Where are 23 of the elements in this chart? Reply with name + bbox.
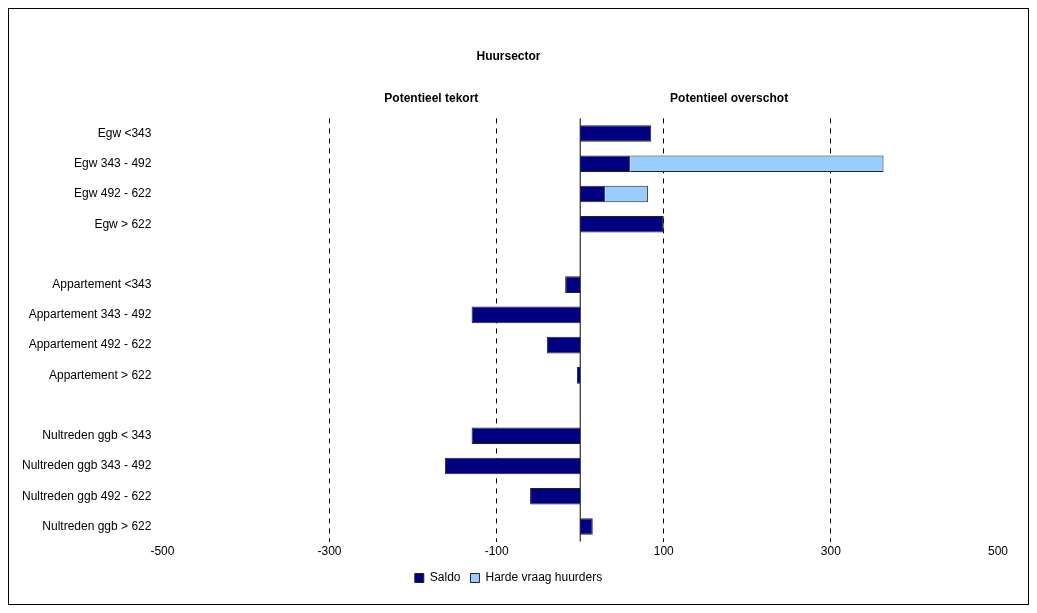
x-tick-label: 300 bbox=[820, 544, 842, 559]
legend-label: Harde vraag huurders bbox=[485, 570, 603, 585]
y-tick-label: Egw > 622 bbox=[94, 216, 152, 231]
x-tick-label: -100 bbox=[484, 544, 509, 559]
legend-label: Saldo bbox=[429, 570, 461, 585]
x-tick-label: 100 bbox=[653, 544, 675, 559]
x-tick-label: -500 bbox=[150, 544, 175, 559]
y-tick-label: Egw 492 - 622 bbox=[74, 186, 152, 201]
y-tick-label: Nultreden ggb < 343 bbox=[42, 428, 152, 443]
text: Potentieel overschot bbox=[670, 90, 789, 105]
y-tick-label: Egw 343 - 492 bbox=[74, 156, 152, 171]
chart-title: Huursector bbox=[476, 48, 541, 63]
y-tick-label: Egw <343 bbox=[97, 125, 152, 140]
y-tick-label: Nultreden ggb > 622 bbox=[42, 518, 152, 533]
x-tick-label: -300 bbox=[317, 544, 342, 559]
x-tick-label: 500 bbox=[987, 544, 1009, 559]
y-tick-label: Appartement > 622 bbox=[49, 367, 152, 382]
y-tick-label: Appartement 343 - 492 bbox=[28, 307, 152, 322]
text: Potentieel tekort bbox=[384, 90, 479, 105]
y-tick-label: Nultreden ggb 492 - 622 bbox=[21, 488, 152, 503]
y-tick-label: Nultreden ggb 343 - 492 bbox=[21, 458, 152, 473]
y-tick-label: Appartement <343 bbox=[52, 276, 152, 291]
y-tick-label: Appartement 492 - 622 bbox=[28, 337, 152, 352]
